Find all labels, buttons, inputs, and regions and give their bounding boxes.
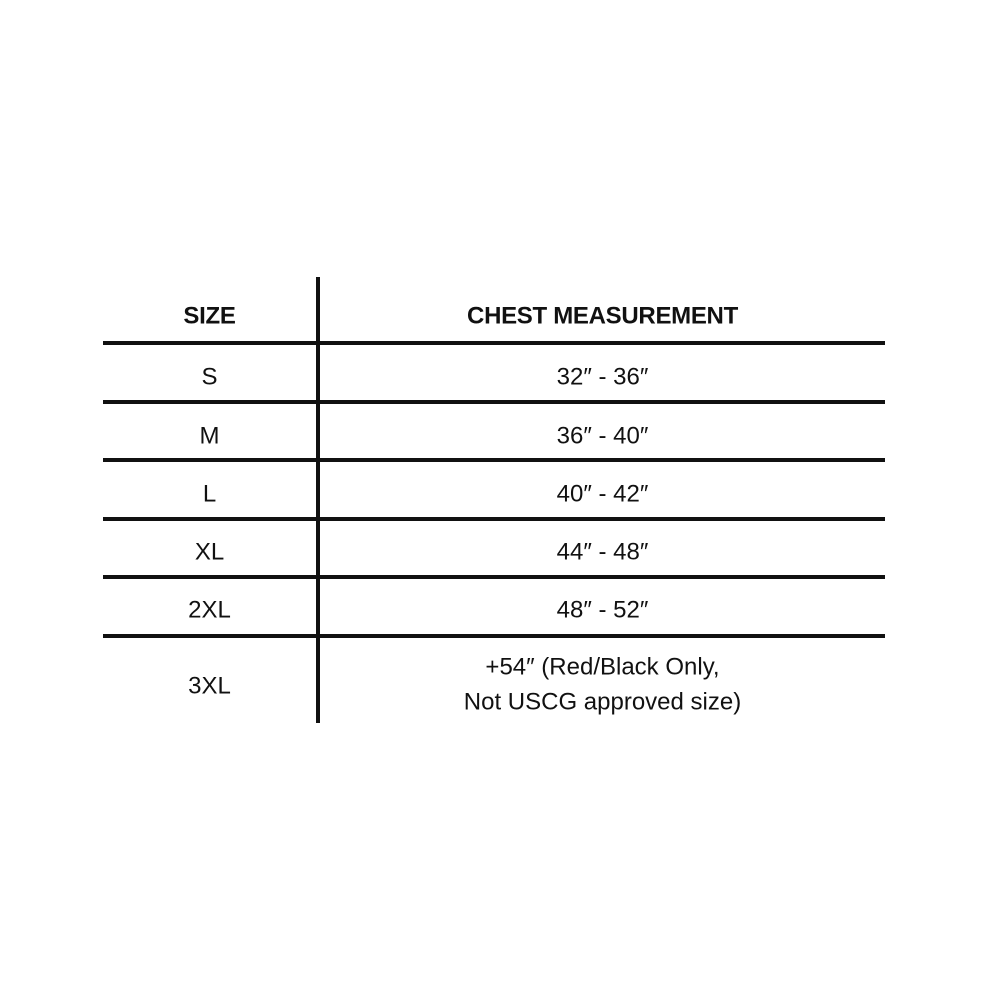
- row-divider: [103, 634, 885, 638]
- header-chest-measurement: CHEST MEASUREMENT: [467, 302, 738, 330]
- size-cell: M: [199, 422, 220, 450]
- column-divider: [316, 277, 320, 723]
- chest-cell: 32″ - 36″: [556, 363, 649, 391]
- size-cell: 2XL: [188, 596, 231, 624]
- chest-cell: 40″ - 42″: [556, 480, 649, 508]
- row-divider: [103, 517, 885, 521]
- row-divider: [103, 575, 885, 579]
- chest-cell: 36″ - 40″: [556, 422, 649, 450]
- size-cell: 3XL: [188, 672, 231, 700]
- chest-cell: 48″ - 52″: [556, 596, 649, 624]
- chest-cell-line2: Not USCG approved size): [463, 688, 742, 716]
- header-size: SIZE: [183, 302, 236, 330]
- header-divider: [103, 341, 885, 345]
- size-cell: L: [202, 480, 217, 508]
- row-divider: [103, 400, 885, 404]
- row-divider: [103, 458, 885, 462]
- chest-cell: 44″ - 48″: [556, 538, 649, 566]
- size-cell: XL: [194, 538, 225, 566]
- chest-cell-line1: +54″ (Red/Black Only,: [485, 653, 720, 681]
- size-cell: S: [201, 363, 218, 391]
